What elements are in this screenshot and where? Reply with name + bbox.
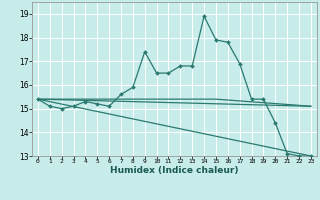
X-axis label: Humidex (Indice chaleur): Humidex (Indice chaleur): [110, 166, 239, 175]
